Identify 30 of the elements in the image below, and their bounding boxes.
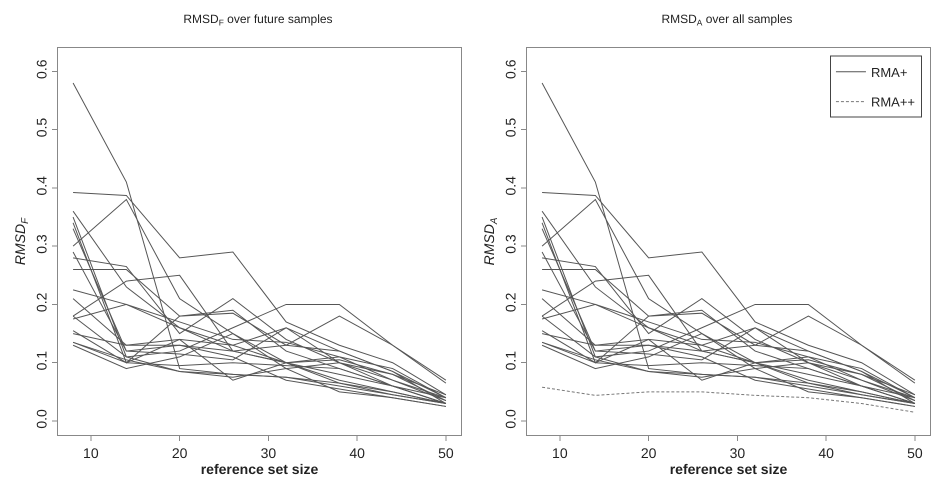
y-tick-label: 0.1 (502, 350, 518, 370)
x-tick-label: 10 (552, 444, 568, 461)
x-tick-label: 20 (640, 444, 657, 461)
y-tick-label: 0.2 (502, 292, 518, 312)
legend-label: RMA+ (870, 64, 908, 80)
y-tick-label: 0.3 (33, 234, 50, 254)
x-tick-label: 10 (83, 444, 99, 461)
x-tick-label: 30 (730, 444, 746, 461)
y-tick-label: 0.0 (33, 408, 50, 429)
y-tick-label: 0.0 (502, 408, 518, 429)
x-tick-label: 40 (818, 444, 834, 461)
x-tick-label: 40 (349, 444, 366, 461)
y-tick-label: 0.3 (502, 234, 518, 254)
y-tick-label: 0.6 (33, 59, 50, 79)
x-tick-label: 50 (907, 444, 923, 461)
chart-title: RMSD$_{F}$ over future samples (183, 12, 333, 28)
x-tick-label: 20 (172, 444, 188, 461)
x-tick-label: 50 (438, 444, 454, 461)
y-tick-label: 0.1 (33, 350, 50, 370)
x-axis-title: reference set size (670, 460, 788, 477)
y-tick-label: 0.4 (33, 176, 50, 196)
x-tick-label: 30 (260, 444, 276, 461)
y-tick-label: 0.5 (33, 118, 50, 138)
x-axis-title: reference set size (200, 460, 318, 477)
y-tick-label: 0.4 (502, 176, 518, 196)
y-tick-label: 0.6 (502, 59, 518, 79)
y-tick-label: 0.2 (33, 292, 50, 312)
chart-title: RMSD$_{A}$ over all samples (661, 12, 792, 28)
y-tick-label: 0.5 (502, 118, 518, 138)
legend-label: RMA++ (870, 94, 916, 110)
